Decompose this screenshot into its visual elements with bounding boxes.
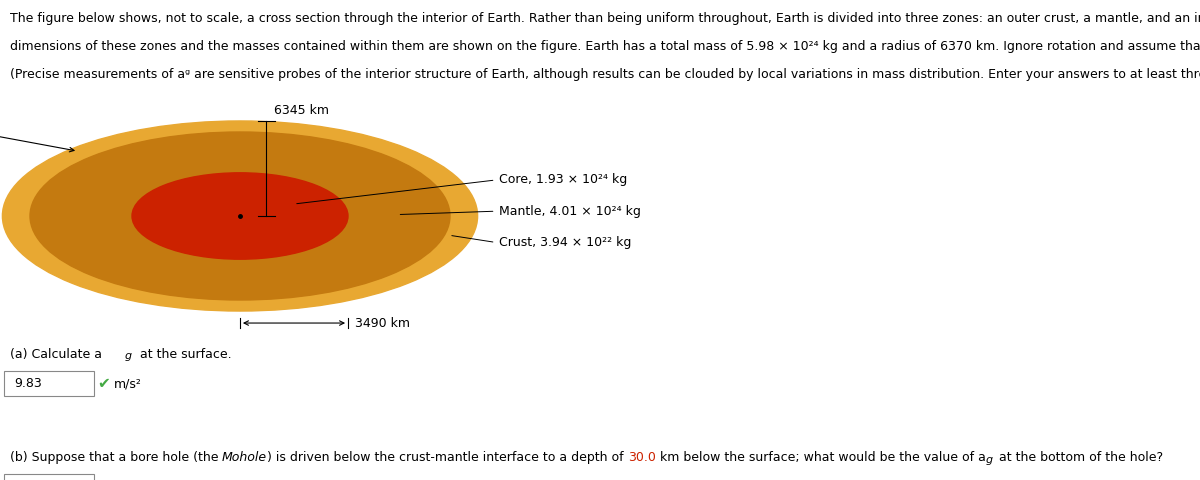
FancyBboxPatch shape <box>4 474 94 480</box>
Text: Mohole: Mohole <box>222 451 268 464</box>
Text: 30.0: 30.0 <box>628 451 655 464</box>
Text: ) is driven below the crust-mantle interface to a depth of: ) is driven below the crust-mantle inter… <box>268 451 628 464</box>
Text: (a) Calculate a: (a) Calculate a <box>10 348 102 361</box>
Text: dimensions of these zones and the masses contained within them are shown on the : dimensions of these zones and the masses… <box>10 40 1200 53</box>
FancyBboxPatch shape <box>4 371 94 396</box>
Text: 6345 km: 6345 km <box>274 104 329 117</box>
Text: ✖: ✖ <box>97 479 110 480</box>
Text: ✔: ✔ <box>97 376 110 391</box>
Text: (Precise measurements of aᵍ are sensitive probes of the interior structure of Ea: (Precise measurements of aᵍ are sensitiv… <box>10 68 1200 81</box>
Text: g: g <box>125 351 132 361</box>
Text: Crust, 3.94 × 10²² kg: Crust, 3.94 × 10²² kg <box>499 236 631 249</box>
Text: km below the surface; what would be the value of a: km below the surface; what would be the … <box>655 451 985 464</box>
Text: Mantle, 4.01 × 10²⁴ kg: Mantle, 4.01 × 10²⁴ kg <box>499 204 641 218</box>
Text: (b) Suppose that a bore hole (the: (b) Suppose that a bore hole (the <box>10 451 222 464</box>
Text: 9.83: 9.83 <box>14 377 42 390</box>
Text: m/s²: m/s² <box>114 377 142 390</box>
Circle shape <box>2 121 478 311</box>
Text: Core, 1.93 × 10²⁴ kg: Core, 1.93 × 10²⁴ kg <box>499 173 628 187</box>
Text: at the bottom of the hole?: at the bottom of the hole? <box>995 451 1163 464</box>
Text: at the surface.: at the surface. <box>136 348 232 361</box>
Text: g: g <box>985 455 992 465</box>
Circle shape <box>132 173 348 259</box>
Text: The figure below shows, not to scale, a cross section through the interior of Ea: The figure below shows, not to scale, a … <box>10 12 1200 25</box>
Circle shape <box>30 132 450 300</box>
Text: 3490 km: 3490 km <box>355 316 410 330</box>
